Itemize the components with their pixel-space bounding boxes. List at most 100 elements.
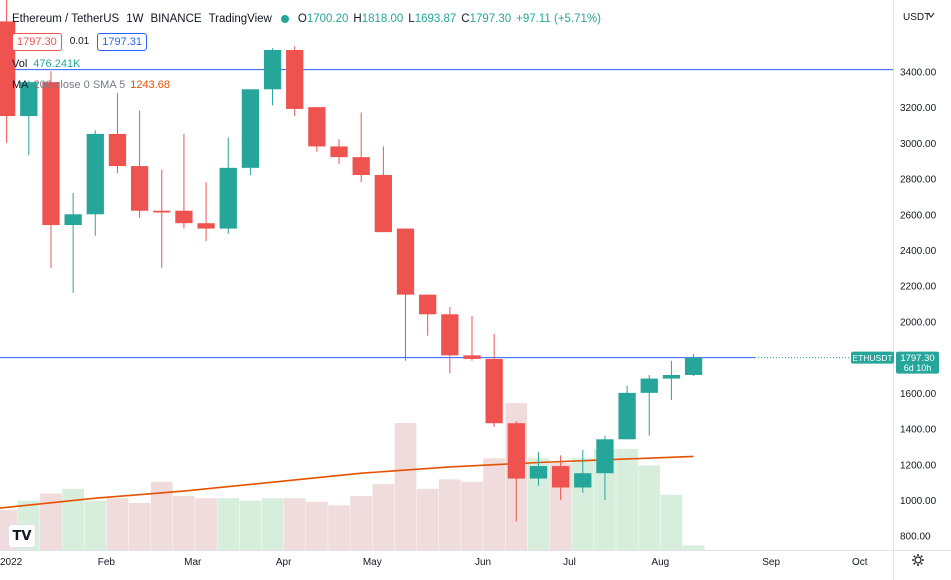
price-axis-label: 3000.00	[900, 139, 937, 150]
price-axis-label: 2200.00	[900, 282, 937, 293]
candle	[352, 112, 370, 183]
candle	[529, 451, 548, 486]
time-axis-label: May	[363, 557, 382, 568]
volume-bar	[527, 458, 550, 550]
time-axis-label: Sep	[762, 557, 780, 568]
candle-body	[352, 157, 370, 175]
volume-value: 476.241K	[33, 58, 81, 70]
price-axis-label: 2400.00	[900, 246, 937, 257]
candle-body	[640, 378, 658, 393]
interval-label[interactable]: 1W	[126, 13, 144, 25]
volume-bar	[283, 498, 306, 550]
time-axis-label: 2022	[0, 557, 23, 568]
symbol-info-row: Ethereum / TetherUS 1W BINANCE TradingVi…	[12, 12, 601, 26]
settings-gear-icon[interactable]	[912, 554, 924, 566]
candle-body	[0, 21, 16, 117]
time-axis-label: Apr	[276, 557, 292, 568]
candle	[130, 110, 149, 218]
candle	[419, 294, 437, 336]
candle-body	[20, 82, 38, 117]
symbol-name[interactable]: Ethereum / TetherUS	[12, 13, 120, 25]
candle	[463, 316, 481, 361]
ma-label: MA	[12, 79, 29, 91]
bid-ask-row: 1797.30 0.01 1797.31	[12, 33, 601, 51]
candle	[0, 0, 16, 143]
volume-bar	[350, 495, 373, 550]
volume-bar	[682, 545, 705, 550]
high-value: 1818.00	[361, 13, 404, 25]
volume-label: Vol	[12, 58, 28, 70]
currency-chevron-icon	[927, 12, 935, 18]
price-axis-label: 3400.00	[900, 67, 937, 78]
countdown-value: 6d 10h	[904, 363, 932, 373]
change-value: +97.11 (+5.71%)	[516, 13, 601, 25]
candle-body	[507, 423, 525, 479]
candle-body	[263, 50, 282, 90]
volume-bar	[150, 481, 173, 550]
price-axis-label: 2000.00	[900, 317, 937, 328]
volume-bar	[306, 501, 328, 550]
candle	[596, 435, 614, 500]
candle-body	[529, 466, 548, 479]
time-axis-label: Feb	[98, 557, 116, 568]
price-axis-label: 800.00	[900, 532, 931, 543]
candle	[396, 228, 415, 361]
candle	[20, 80, 38, 156]
volume-bar	[62, 488, 84, 550]
tradingview-logo-icon[interactable]: TV	[8, 524, 36, 548]
candle	[241, 89, 260, 175]
market-open-dot-icon	[280, 15, 289, 23]
price-axis-label: 1400.00	[900, 425, 937, 436]
candle	[441, 307, 459, 374]
candle-body	[153, 210, 171, 213]
candle	[684, 353, 703, 377]
candle-body	[108, 133, 127, 167]
candle-body	[130, 166, 149, 211]
candle-body	[64, 214, 82, 225]
high-label: H	[353, 13, 362, 25]
price-tag-bg	[896, 351, 939, 374]
plot-area	[0, 0, 893, 550]
sell-price-button[interactable]: 1797.30	[12, 33, 62, 51]
candle	[551, 455, 570, 500]
price-axis-label: 1000.00	[900, 496, 937, 507]
volume-bar	[40, 493, 62, 550]
volume-bar	[616, 448, 638, 550]
chart-legend: Ethereum / TetherUS 1W BINANCE TradingVi…	[12, 12, 601, 92]
volume-bar	[483, 458, 505, 550]
candle	[485, 333, 503, 427]
candle	[153, 169, 171, 268]
candle	[574, 450, 592, 493]
volume-bar	[394, 422, 417, 550]
candle-body	[219, 167, 237, 229]
time-axis-label: Oct	[852, 557, 868, 568]
close-value: 1797.30	[469, 13, 512, 25]
buy-price-button[interactable]: 1797.31	[97, 33, 147, 51]
volume-bar	[106, 498, 129, 550]
volume-bar	[217, 498, 240, 550]
price-axis-label: 1600.00	[900, 389, 937, 400]
volume-bar	[261, 498, 284, 550]
candle	[618, 385, 636, 440]
source-label: TradingView	[208, 13, 272, 25]
candle-body	[396, 228, 415, 295]
open-value: 1700.20	[306, 13, 349, 25]
volume-legend[interactable]: Vol 476.241K	[12, 57, 601, 71]
candle-body	[596, 439, 614, 474]
candle	[263, 48, 282, 106]
price-axis-label: 2600.00	[900, 210, 937, 221]
candle	[64, 192, 82, 293]
candle-body	[308, 107, 326, 147]
candle	[507, 421, 525, 522]
volume-bar	[416, 488, 439, 550]
ma-legend[interactable]: MA 200 close 0 SMA 5 1243.68	[12, 78, 601, 92]
candle-body	[662, 375, 681, 379]
ohlc-values: O1700.20 H1818.00 L1693.87 C1797.30 +97.…	[298, 12, 601, 26]
candle	[662, 360, 681, 400]
symbol-tag-bg	[851, 351, 894, 364]
candle-body	[374, 175, 392, 233]
ma-value: 1243.68	[130, 79, 170, 91]
volume-bar	[173, 495, 195, 550]
candle	[374, 146, 392, 233]
